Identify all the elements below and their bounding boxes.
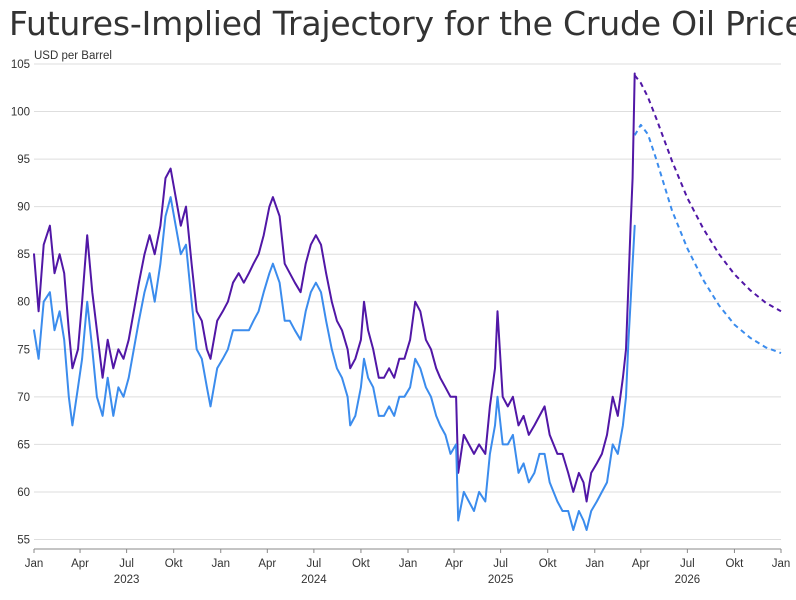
series-line-4 xyxy=(633,123,782,355)
series-line-2 xyxy=(33,196,636,531)
x-tick-label: Jan xyxy=(211,558,230,570)
x-year-label: 2025 xyxy=(488,574,514,586)
x-tick-label: Jan xyxy=(585,558,604,570)
x-tick-label: Okt xyxy=(165,558,184,570)
x-tick-label: Jul xyxy=(680,558,695,570)
x-tick-label: Apr xyxy=(258,558,276,570)
x-tick-label: Jul xyxy=(307,558,322,570)
x-tick-label: Okt xyxy=(725,558,744,570)
x-tick-label: Jan xyxy=(25,558,44,570)
gridlines xyxy=(34,63,781,540)
y-tick-label: 95 xyxy=(17,154,30,166)
x-tick-label: Apr xyxy=(632,558,650,570)
y-tick-label: 80 xyxy=(17,297,30,309)
y-tick-label: 100 xyxy=(11,107,30,119)
x-year-label: 2024 xyxy=(301,574,327,586)
x-tick-label: Apr xyxy=(445,558,463,570)
series-line-3 xyxy=(633,74,782,313)
y-tick-label: 60 xyxy=(17,487,30,499)
y-tick-label: 85 xyxy=(17,249,30,261)
series-lines xyxy=(33,72,782,531)
x-tick-label: Apr xyxy=(71,558,89,570)
y-tick-label: 105 xyxy=(11,59,30,71)
chart-title: Futures-Implied Trajectory for the Crude… xyxy=(9,4,796,43)
y-tick-label: 90 xyxy=(17,202,30,214)
x-tick-label: Jan xyxy=(772,558,791,570)
x-year-label: 2023 xyxy=(114,574,140,586)
x-tick-label: Okt xyxy=(539,558,558,570)
series-line-1 xyxy=(33,72,636,503)
y-tick-label: 75 xyxy=(17,344,30,356)
x-tick-label: Jul xyxy=(119,558,134,570)
x-axis-ticks: Jan Apr Jul Okt Jan Apr Jul Okt Jan Apr Jul Okt Jan A… xyxy=(25,549,791,586)
y-axis-ticks: 55 60 65 70 75 80 85 90 95 100 105 xyxy=(11,59,30,546)
x-tick-label: Jul xyxy=(493,558,508,570)
y-tick-label: 55 xyxy=(17,534,30,546)
y-tick-label: 65 xyxy=(17,439,30,451)
y-tick-label: 70 xyxy=(17,392,30,404)
y-axis-unit-label: USD per Barrel xyxy=(34,50,112,62)
x-tick-label: Jan xyxy=(399,558,418,570)
x-tick-label: Okt xyxy=(352,558,371,570)
x-year-label: 2026 xyxy=(675,574,701,586)
